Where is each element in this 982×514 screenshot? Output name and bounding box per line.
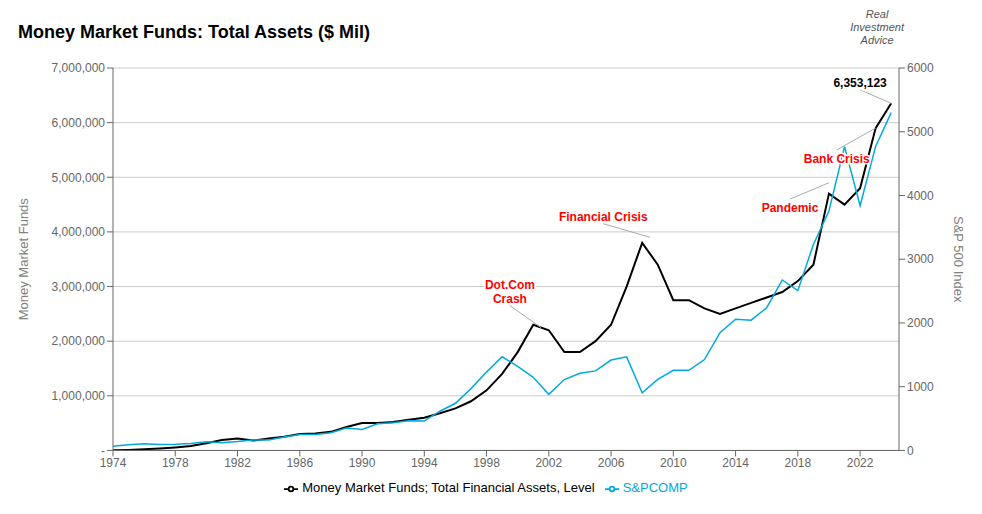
svg-text:7,000,000: 7,000,000 [52,61,106,75]
svg-text:-: - [101,444,105,458]
svg-text:1000: 1000 [907,380,934,394]
svg-text:1974: 1974 [100,456,127,470]
svg-text:1978: 1978 [162,456,189,470]
html-text:Real Investment Advice: Real Investment Advice [850,8,904,46]
svg-text:2,000,000: 2,000,000 [52,334,106,348]
svg-text:1994: 1994 [411,456,438,470]
svg-text:Money Market Funds: Money Market Funds [16,198,31,321]
svg-text:2002: 2002 [535,456,562,470]
svg-text:1986: 1986 [286,456,313,470]
html-text:Money Market Funds; Total Fina: Money Market Funds; Total Financial Asse… [302,480,595,496]
svg-text:Bank Crisis: Bank Crisis [804,152,870,166]
svg-text:5,000,000: 5,000,000 [52,171,106,185]
svg-text:5000: 5000 [907,125,934,139]
svg-text:2000: 2000 [907,316,934,330]
html-text:Money Market Funds: Total Asse: Money Market Funds: Total Assets ($ Mil) [18,22,370,42]
svg-text:Financial Crisis: Financial Crisis [559,210,648,224]
svg-text:Pandemic: Pandemic [762,201,819,215]
svg-text:6,000,000: 6,000,000 [52,116,106,130]
svg-text:2006: 2006 [598,456,625,470]
svg-text:2018: 2018 [784,456,811,470]
svg-text:0: 0 [907,444,914,458]
html-text:S&PCOMP: S&PCOMP [622,480,688,496]
svg-text:1990: 1990 [349,456,376,470]
svg-text:2022: 2022 [847,456,874,470]
svg-text:2014: 2014 [722,456,749,470]
svg-text:1,000,000: 1,000,000 [52,389,106,403]
svg-text:3,000,000: 3,000,000 [52,280,106,294]
svg-text:4000: 4000 [907,189,934,203]
svg-text:1998: 1998 [473,456,500,470]
svg-text:4,000,000: 4,000,000 [52,225,106,239]
svg-text:1982: 1982 [224,456,251,470]
svg-text:S&P 500 Index: S&P 500 Index [951,216,966,303]
svg-text:6,353,123: 6,353,123 [833,76,887,90]
svg-text:2010: 2010 [660,456,687,470]
svg-text:6000: 6000 [907,61,934,75]
svg-text:Dot.ComCrash: Dot.ComCrash [485,278,535,306]
svg-text:3000: 3000 [907,252,934,266]
